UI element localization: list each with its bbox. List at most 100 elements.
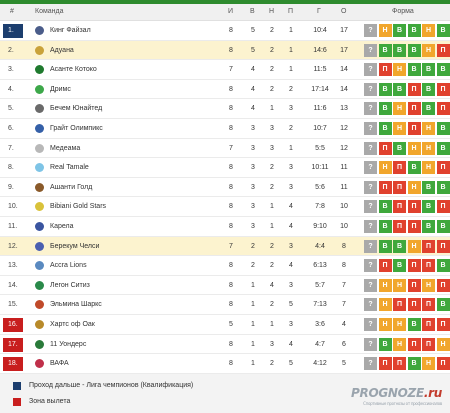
form-result-chip[interactable]: П [436, 357, 450, 371]
team-name-link[interactable]: Real Tamale [50, 164, 89, 172]
form-result-chip[interactable]: В [422, 102, 435, 116]
team-name-link[interactable]: Кинг Файзал [50, 27, 91, 34]
form-result-chip[interactable]: Н [378, 317, 392, 331]
table-row[interactable]: 5. Бечем Юнайтед 8 4 1 3 11:6 13? В Н П В П [0, 99, 450, 119]
form-result-chip[interactable]: П [422, 298, 435, 312]
form-result-chip[interactable]: П [407, 121, 421, 135]
form-result-chip[interactable]: Н [393, 337, 406, 351]
form-result-chip[interactable]: П [407, 200, 421, 214]
form-result-chip[interactable]: Н [422, 43, 435, 57]
form-result-chip[interactable]: П [407, 82, 421, 96]
form-result-chip[interactable]: В [378, 82, 392, 96]
header-wins[interactable]: В [250, 8, 255, 15]
form-result-chip[interactable]: Н [407, 141, 421, 155]
form-result-chip[interactable]: В [393, 43, 406, 57]
form-result-chip[interactable]: Н [407, 180, 421, 194]
next-match-chip[interactable]: ? [364, 43, 377, 57]
form-result-chip[interactable]: П [393, 161, 406, 175]
form-result-chip[interactable]: П [393, 298, 406, 312]
form-result-chip[interactable]: П [407, 219, 421, 233]
header-goals[interactable]: Г [317, 8, 321, 15]
form-result-chip[interactable]: В [436, 141, 450, 155]
form-result-chip[interactable]: В [422, 200, 435, 214]
table-row[interactable]: 7. Медеама 7 3 3 1 5:5 12? П В Н Н В [0, 138, 450, 159]
table-row[interactable]: 9. Ашанти Голд 8 3 2 3 5:6 11? П П Н В В [0, 177, 450, 198]
form-result-chip[interactable]: В [407, 357, 421, 371]
table-row[interactable]: 15. Эльмина Шаркс 8 1 2 5 7:13 7? Н П П П В [0, 295, 450, 315]
form-result-chip[interactable]: В [436, 121, 450, 135]
next-match-chip[interactable]: ? [364, 219, 377, 233]
next-match-chip[interactable]: ? [364, 317, 377, 331]
form-result-chip[interactable]: П [407, 259, 421, 273]
form-result-chip[interactable]: В [422, 82, 435, 96]
form-result-chip[interactable]: П [436, 278, 450, 292]
team-name-link[interactable]: Легон Ситиз [50, 281, 90, 289]
next-match-chip[interactable]: ? [364, 298, 377, 312]
form-result-chip[interactable]: Н [393, 317, 406, 331]
next-match-chip[interactable]: ? [364, 180, 377, 194]
form-result-chip[interactable]: В [407, 161, 421, 175]
form-result-chip[interactable]: В [393, 82, 406, 96]
header-losses[interactable]: П [288, 8, 294, 15]
team-name-link[interactable]: Асанте Котоко [50, 66, 97, 74]
form-result-chip[interactable]: Н [378, 24, 392, 37]
table-row[interactable]: 13. Accra Lions 8 2 2 4 6:13 8? П В П П В [0, 256, 450, 276]
form-result-chip[interactable]: В [407, 317, 421, 331]
form-result-chip[interactable]: П [378, 259, 392, 273]
table-row[interactable]: 6. Грайт Олимпикс 8 3 3 2 10:7 12? В Н П Н В [0, 118, 450, 139]
form-result-chip[interactable]: Н [422, 278, 435, 292]
next-match-chip[interactable]: ? [364, 141, 377, 155]
table-row[interactable]: 8. Real Tamale 8 3 2 3 10:11 11? Н П В Н П [0, 158, 450, 178]
form-result-chip[interactable]: В [436, 259, 450, 273]
team-name-link[interactable]: Accra Lions [50, 262, 87, 270]
form-result-chip[interactable]: П [436, 43, 450, 57]
form-result-chip[interactable]: П [407, 298, 421, 312]
form-result-chip[interactable]: Н [422, 24, 435, 37]
form-result-chip[interactable]: В [422, 63, 435, 77]
form-result-chip[interactable]: Н [393, 121, 406, 135]
team-name-link[interactable]: Бечем Юнайтед [50, 105, 103, 113]
form-result-chip[interactable]: П [436, 82, 450, 96]
form-result-chip[interactable]: П [436, 161, 450, 175]
form-result-chip[interactable]: П [393, 180, 406, 194]
header-draws[interactable]: Н [269, 8, 275, 15]
form-result-chip[interactable]: Н [393, 63, 406, 77]
table-row[interactable]: 10. Bibiani Gold Stars 8 3 1 4 7:8 10? В П П В П [0, 197, 450, 217]
next-match-chip[interactable]: ? [364, 278, 377, 292]
form-result-chip[interactable]: В [407, 63, 421, 77]
next-match-chip[interactable]: ? [364, 337, 377, 351]
form-result-chip[interactable]: П [436, 102, 450, 116]
form-result-chip[interactable]: Н [422, 141, 435, 155]
form-result-chip[interactable]: В [378, 200, 392, 214]
form-result-chip[interactable]: В [393, 239, 406, 253]
form-result-chip[interactable]: В [378, 121, 392, 135]
form-result-chip[interactable]: В [393, 24, 406, 37]
form-result-chip[interactable]: П [407, 278, 421, 292]
team-name-link[interactable]: Ашанти Голд [50, 183, 93, 191]
form-result-chip[interactable]: Н [393, 102, 406, 116]
form-result-chip[interactable]: Н [378, 161, 392, 175]
form-result-chip[interactable]: В [378, 337, 392, 351]
form-result-chip[interactable]: П [378, 141, 392, 155]
form-result-chip[interactable]: П [422, 337, 435, 351]
form-result-chip[interactable]: Н [422, 121, 435, 135]
form-result-chip[interactable]: П [393, 357, 406, 371]
form-result-chip[interactable]: П [407, 102, 421, 116]
form-result-chip[interactable]: П [407, 337, 421, 351]
header-games[interactable]: И [228, 8, 234, 15]
team-name-link[interactable]: Грайт Олимпикс [50, 124, 103, 132]
form-result-chip[interactable]: П [378, 180, 392, 194]
team-name-link[interactable]: Адуана [50, 46, 74, 54]
next-match-chip[interactable]: ? [364, 82, 377, 96]
team-name-link[interactable]: 11 Уондерс [50, 340, 87, 348]
table-row[interactable]: 1. Кинг Файзал 8 5 2 1 10:4 17? Н В В Н В [0, 21, 450, 41]
form-result-chip[interactable]: В [436, 180, 450, 194]
form-result-chip[interactable]: Н [378, 298, 392, 312]
next-match-chip[interactable]: ? [364, 239, 377, 253]
team-name-link[interactable]: Карела [50, 222, 74, 230]
form-result-chip[interactable]: П [436, 200, 450, 214]
team-name-link[interactable]: ВАФА [50, 360, 69, 368]
form-result-chip[interactable]: В [436, 24, 450, 37]
next-match-chip[interactable]: ? [364, 259, 377, 273]
form-result-chip[interactable]: П [422, 239, 435, 253]
